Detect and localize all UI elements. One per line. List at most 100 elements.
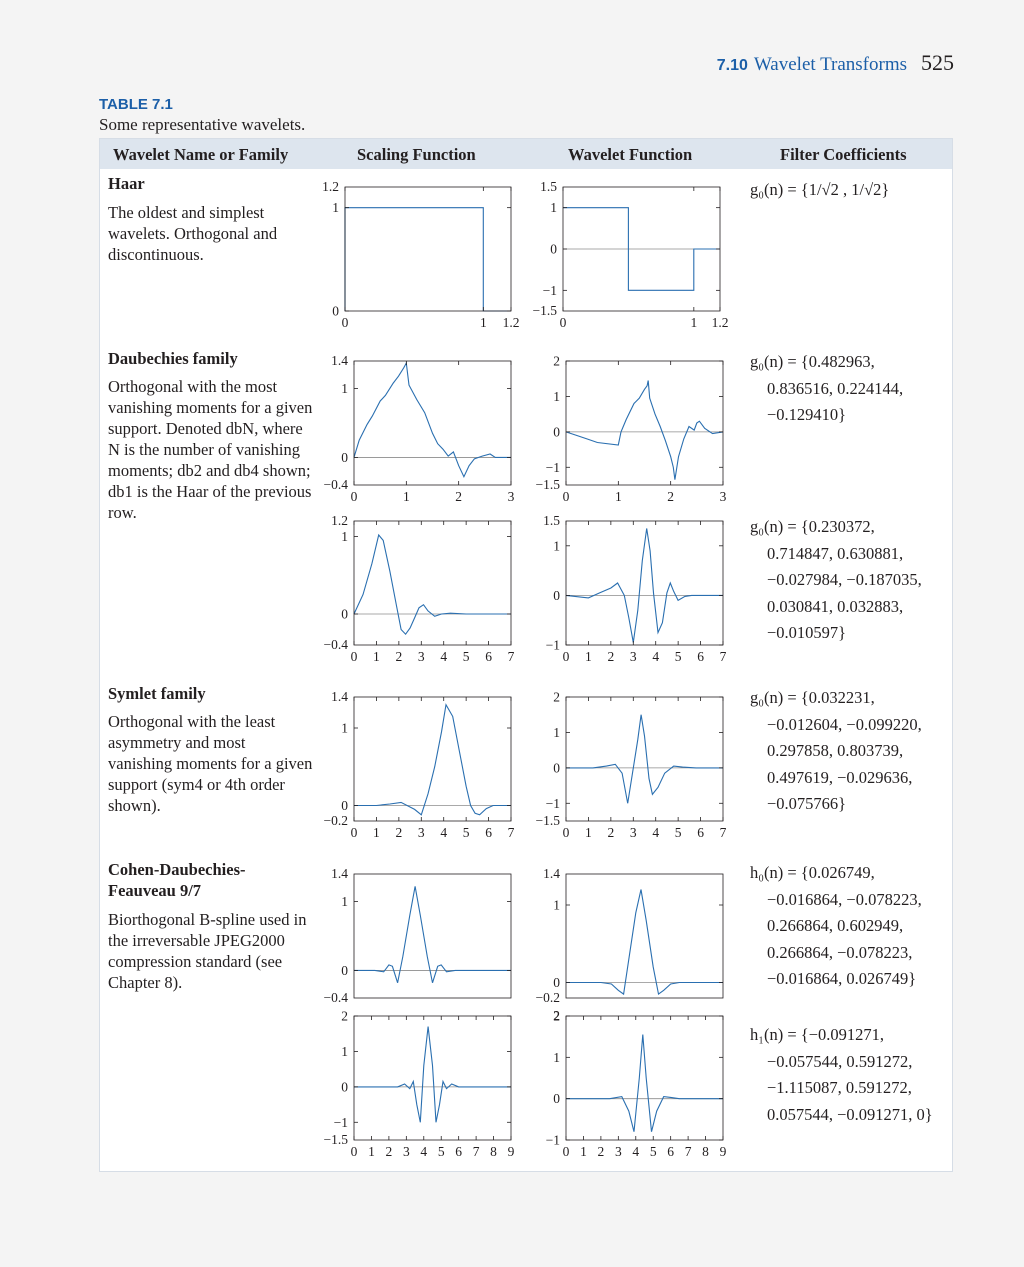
page-number: 525 bbox=[921, 50, 954, 75]
coef-line: 0.057544, −0.091271, 0} bbox=[767, 1104, 933, 1124]
y-tick-label: 1 bbox=[550, 200, 557, 215]
wavelet-curve bbox=[354, 703, 511, 816]
coefficients-cdf97-h1: h₁(n) = {−0.091271, −0.057544, 0.591272,… bbox=[750, 1022, 933, 1128]
x-tick-label: 9 bbox=[508, 1144, 515, 1159]
y-tick-label: −1 bbox=[546, 796, 560, 811]
running-head: 7.10 Wavelet Transforms 525 bbox=[717, 50, 954, 76]
plot-frame bbox=[565, 1015, 724, 1141]
y-tick-label: −1.5 bbox=[536, 813, 561, 828]
wavelet-table: Wavelet Name or Family Scaling Function … bbox=[99, 138, 953, 1172]
family-name-daubechies: Daubechies family bbox=[108, 349, 238, 368]
plot-db4-scaling: 011.2−0.40 1 2 3 4 5 6 7 bbox=[324, 513, 515, 664]
y-tick-label: 0 bbox=[341, 798, 348, 813]
x-tick-label: 5 bbox=[650, 1144, 657, 1159]
x-tick-label: 1 bbox=[403, 489, 410, 504]
y-tick-label: 0 bbox=[341, 607, 348, 622]
y-tick-label: 0 bbox=[553, 1091, 560, 1106]
coef-line: 0.266864, −0.078223, bbox=[767, 942, 913, 962]
y-tick-label: 0 bbox=[341, 450, 348, 465]
y-tick-label: −1.5 bbox=[324, 1132, 349, 1147]
y-tick-label: −0.4 bbox=[324, 637, 349, 652]
wavelet-curve bbox=[353, 361, 511, 478]
y-tick-label: −0.4 bbox=[324, 990, 349, 1005]
coef-line: −0.027984, −0.187035, bbox=[767, 570, 922, 589]
coef-line: −0.012604, −0.099220, bbox=[767, 714, 922, 734]
coefficients-cdf97-h0: h₀(n) = {0.026749, −0.016864, −0.078223,… bbox=[750, 860, 922, 993]
wavelet-curve bbox=[354, 886, 511, 983]
y-tick-label: 0 bbox=[553, 760, 560, 775]
y-tick-label: 2 bbox=[553, 1009, 560, 1024]
x-tick-label: 7 bbox=[720, 649, 727, 664]
family-description-symlet: Orthogonal with the least asymmetry and … bbox=[108, 712, 313, 815]
x-tick-label: 2 bbox=[395, 825, 402, 840]
x-tick-label: 5 bbox=[438, 1144, 445, 1159]
x-tick-label: 7 bbox=[685, 1144, 692, 1159]
x-tick-label: 1 bbox=[585, 649, 592, 664]
coefficients-haar: g₀(n) = {1/√2 , 1/√2} bbox=[750, 177, 889, 204]
family-name-haar: Haar bbox=[108, 174, 145, 193]
table-label: TABLE 7.1 bbox=[99, 96, 173, 113]
coef-line: −0.057544, 0.591272, bbox=[767, 1051, 913, 1071]
y-tick-label: −1.5 bbox=[536, 477, 561, 492]
y-tick-label: −0.2 bbox=[324, 813, 349, 828]
coef-line: −0.129410} bbox=[767, 405, 847, 424]
plot-frame bbox=[565, 696, 724, 822]
plot-db2-scaling: 011.4−0.40 1 2 3 bbox=[324, 353, 515, 504]
x-tick-label: 7 bbox=[508, 649, 515, 664]
plot-sym4-scaling: 011.4−0.20 1 2 3 4 5 6 7 bbox=[324, 689, 515, 840]
x-tick-label: 3 bbox=[418, 649, 425, 664]
header-wavelet-function: Wavelet Function bbox=[568, 145, 693, 164]
plot-frame bbox=[565, 873, 724, 999]
x-tick-label: 1 bbox=[373, 825, 380, 840]
x-tick-label: 0 bbox=[351, 825, 358, 840]
wavelet-curve bbox=[563, 207, 720, 291]
coef-line: h₀(n) = {0.026749, bbox=[750, 863, 875, 882]
x-tick-label: 2 bbox=[395, 649, 402, 664]
x-tick-label: 8 bbox=[490, 1144, 497, 1159]
x-tick-label: 1 bbox=[615, 489, 622, 504]
coef-line: 0.714847, 0.630881, bbox=[767, 543, 904, 563]
coef-line: 0.497619, −0.029636, bbox=[767, 767, 913, 787]
x-tick-label: 7 bbox=[508, 825, 515, 840]
y-tick-label: −1 bbox=[334, 1115, 348, 1130]
plot-haar-scaling: 0 1 1.2 0 1 1.2 bbox=[322, 179, 519, 330]
wavelet-curve bbox=[566, 714, 723, 804]
coef-line: −0.016864, 0.026749} bbox=[767, 969, 917, 988]
x-tick-label: 1 bbox=[690, 315, 697, 330]
y-tick-label: 1 bbox=[341, 721, 348, 736]
x-tick-label: 3 bbox=[403, 1144, 410, 1159]
coef-line: −0.010597} bbox=[767, 623, 847, 642]
y-tick-label: 1 bbox=[553, 389, 560, 404]
x-tick-label: 3 bbox=[418, 825, 425, 840]
y-tick-label: 1 bbox=[341, 381, 348, 396]
x-tick-label: 4 bbox=[440, 825, 447, 840]
x-tick-label: 4 bbox=[420, 1144, 427, 1159]
y-tick-label: −1 bbox=[546, 638, 560, 653]
x-tick-label: 3 bbox=[630, 825, 637, 840]
family-description-daubechies: Orthogonal with the most vanishing momen… bbox=[108, 377, 313, 522]
y-tick-label: 1.4 bbox=[331, 689, 348, 704]
y-tick-label: 1 bbox=[553, 725, 560, 740]
x-tick-label: 1 bbox=[580, 1144, 587, 1159]
x-tick-label: 4 bbox=[652, 825, 659, 840]
x-tick-label: 2 bbox=[607, 825, 614, 840]
y-tick-label: 1 bbox=[332, 200, 339, 215]
family-name-symlet: Symlet family bbox=[108, 684, 206, 703]
x-tick-label: 4 bbox=[632, 1144, 639, 1159]
x-tick-label: 0 bbox=[351, 1144, 358, 1159]
x-tick-label: 0 bbox=[563, 649, 570, 664]
y-tick-label: 2 bbox=[553, 1008, 560, 1023]
x-tick-label: 3 bbox=[720, 489, 727, 504]
wavelet-curve bbox=[344, 207, 511, 312]
y-tick-label: 0 bbox=[553, 975, 560, 990]
plot-frame bbox=[353, 520, 512, 646]
plot-frame bbox=[353, 696, 512, 822]
wavelet-curve bbox=[566, 1034, 723, 1132]
x-tick-label: 0 bbox=[351, 649, 358, 664]
coef-line: g₀(n) = {1/√2 , 1/√2} bbox=[750, 180, 890, 199]
coefficients-db2: g₀(n) = {0.482963, 0.836516, 0.224144, −… bbox=[750, 349, 903, 429]
